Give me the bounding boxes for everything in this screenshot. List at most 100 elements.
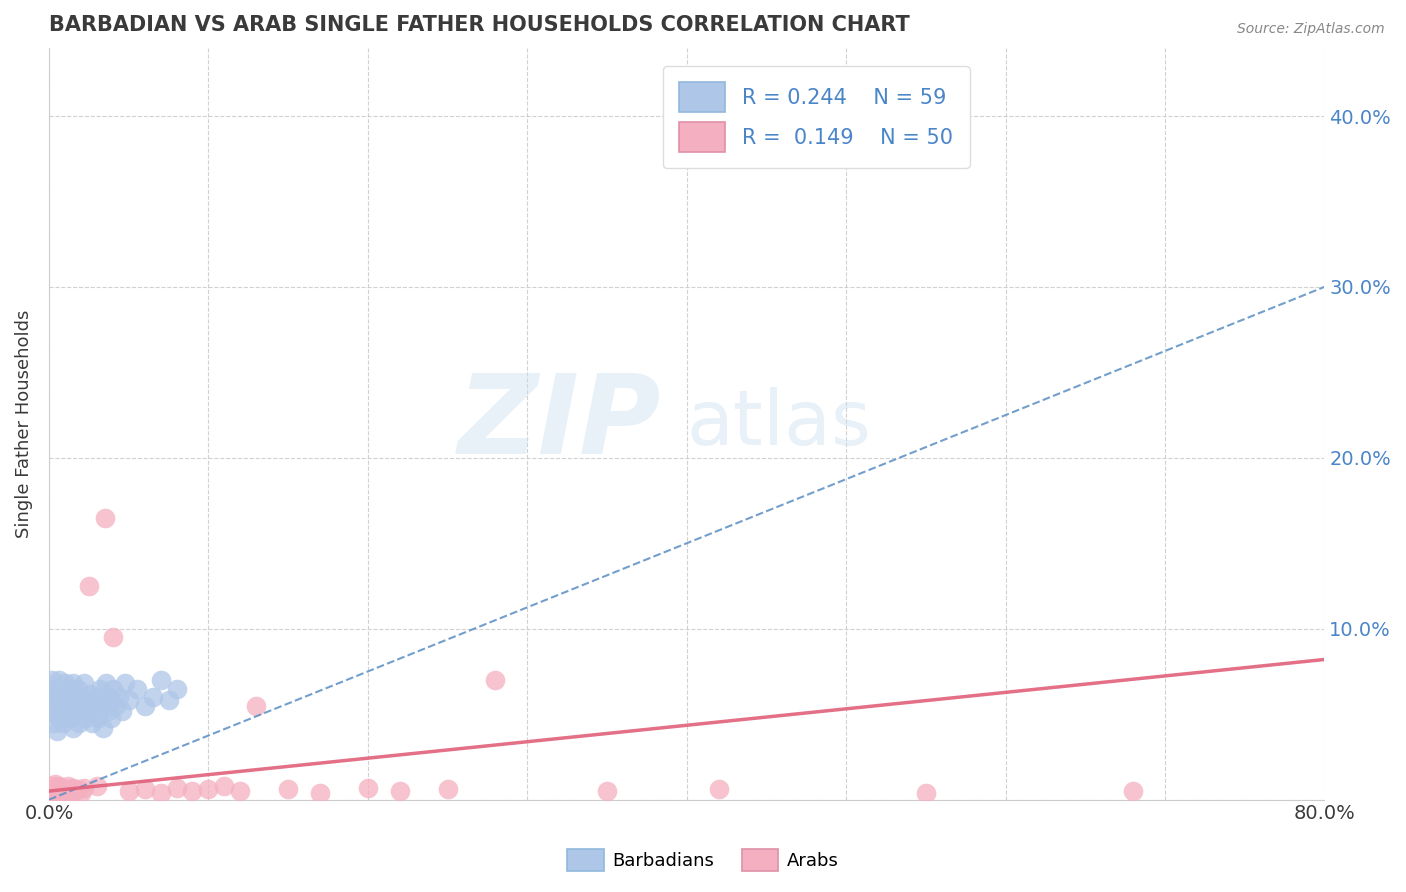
Point xyxy=(707,782,730,797)
Point xyxy=(77,698,100,713)
Point xyxy=(65,707,87,722)
Point xyxy=(39,784,62,798)
Point xyxy=(134,782,156,797)
Point xyxy=(125,681,148,696)
Point xyxy=(62,676,84,690)
Point xyxy=(62,780,84,795)
Point xyxy=(166,681,188,696)
Point xyxy=(41,673,63,687)
Point xyxy=(56,779,79,793)
Point xyxy=(229,784,252,798)
Point xyxy=(73,676,96,690)
Point xyxy=(41,779,63,793)
Point xyxy=(96,676,118,690)
Point xyxy=(48,779,70,793)
Point xyxy=(149,673,172,687)
Point xyxy=(77,579,100,593)
Point xyxy=(111,704,134,718)
Point xyxy=(63,693,86,707)
Point xyxy=(277,782,299,797)
Point xyxy=(309,786,332,800)
Point xyxy=(245,698,267,713)
Point xyxy=(44,777,66,791)
Point xyxy=(197,782,219,797)
Point xyxy=(49,782,72,797)
Point xyxy=(49,687,72,701)
Point xyxy=(89,681,111,696)
Text: BARBADIAN VS ARAB SINGLE FATHER HOUSEHOLDS CORRELATION CHART: BARBADIAN VS ARAB SINGLE FATHER HOUSEHOL… xyxy=(49,15,910,35)
Point xyxy=(79,687,101,701)
Point xyxy=(80,715,103,730)
Point xyxy=(56,690,79,704)
Point xyxy=(39,690,62,704)
Point xyxy=(62,721,84,735)
Text: atlas: atlas xyxy=(686,386,872,460)
Point xyxy=(86,690,108,704)
Text: Source: ZipAtlas.com: Source: ZipAtlas.com xyxy=(1237,22,1385,37)
Point xyxy=(60,698,83,713)
Point xyxy=(51,780,73,795)
Legend: Barbadians, Arabs: Barbadians, Arabs xyxy=(560,842,846,879)
Point xyxy=(87,710,110,724)
Point xyxy=(55,784,77,798)
Point xyxy=(101,630,124,644)
Point xyxy=(75,710,97,724)
Point xyxy=(53,782,76,797)
Point xyxy=(98,690,121,704)
Point xyxy=(108,690,131,704)
Point xyxy=(67,715,90,730)
Point xyxy=(91,721,114,735)
Point xyxy=(1122,784,1144,798)
Point xyxy=(52,788,75,802)
Legend: R = 0.244    N = 59, R =  0.149    N = 50: R = 0.244 N = 59, R = 0.149 N = 50 xyxy=(662,66,970,169)
Point xyxy=(42,715,65,730)
Point xyxy=(66,782,89,797)
Point xyxy=(388,784,411,798)
Point xyxy=(44,681,66,696)
Point xyxy=(484,673,506,687)
Point xyxy=(149,786,172,800)
Point xyxy=(72,704,94,718)
Point xyxy=(51,786,73,800)
Point xyxy=(49,710,72,724)
Point xyxy=(104,698,127,713)
Point xyxy=(53,786,76,800)
Point xyxy=(134,698,156,713)
Point xyxy=(46,690,69,704)
Point xyxy=(94,693,117,707)
Point xyxy=(46,780,69,795)
Point xyxy=(357,780,380,795)
Point xyxy=(914,786,936,800)
Point xyxy=(118,693,141,707)
Point xyxy=(49,784,72,798)
Point xyxy=(52,715,75,730)
Point xyxy=(100,710,122,724)
Point xyxy=(94,510,117,524)
Point xyxy=(97,704,120,718)
Point xyxy=(63,784,86,798)
Point xyxy=(41,698,63,713)
Point xyxy=(90,698,112,713)
Point xyxy=(73,780,96,795)
Point xyxy=(181,784,204,798)
Point xyxy=(53,693,76,707)
Point xyxy=(44,786,66,800)
Point xyxy=(66,681,89,696)
Point xyxy=(44,707,66,722)
Point xyxy=(157,693,180,707)
Point xyxy=(55,704,77,718)
Y-axis label: Single Father Households: Single Father Households xyxy=(15,310,32,538)
Point xyxy=(84,704,107,718)
Point xyxy=(59,782,82,797)
Point xyxy=(86,779,108,793)
Point xyxy=(214,779,236,793)
Point xyxy=(56,788,79,802)
Point xyxy=(118,784,141,798)
Point xyxy=(51,698,73,713)
Point xyxy=(70,690,93,704)
Point xyxy=(76,693,98,707)
Point xyxy=(48,673,70,687)
Point xyxy=(59,681,82,696)
Point xyxy=(436,782,458,797)
Point xyxy=(83,693,105,707)
